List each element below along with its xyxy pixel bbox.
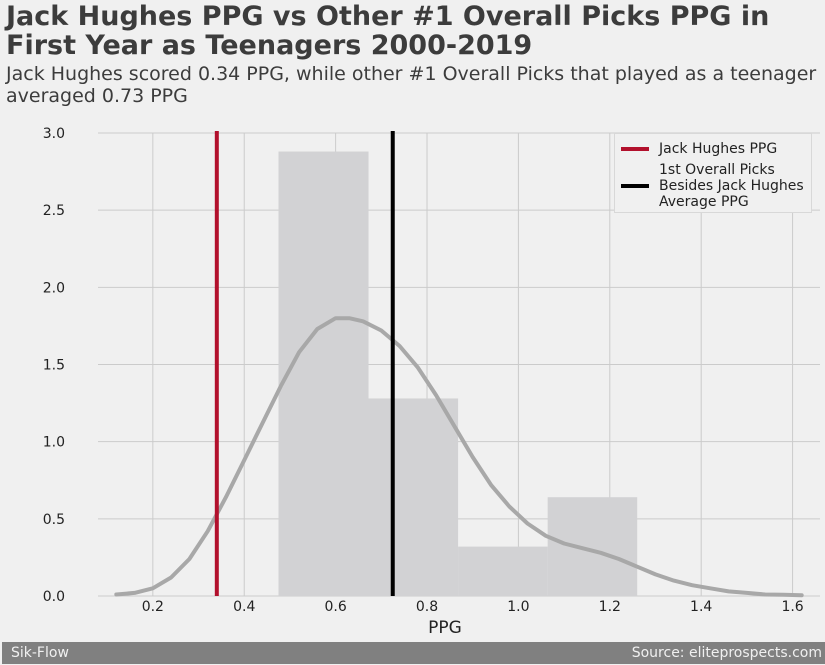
footer-bar: Sik-Flow Source: eliteprospects.com xyxy=(2,642,825,664)
footer-author: Sik-Flow xyxy=(11,645,69,661)
x-tick-label: 1.6 xyxy=(781,599,803,615)
legend-item-hughes: Jack Hughes PPG xyxy=(621,141,777,157)
legend-item-average: 1st Overall Picks Besides Jack Hughes Av… xyxy=(621,162,804,210)
y-tick-label: 1.0 xyxy=(43,435,65,451)
y-tick-label: 0.0 xyxy=(43,589,65,605)
histogram-bar xyxy=(458,546,548,596)
y-tick-label: 2.0 xyxy=(43,280,65,296)
chart-subtitle: Jack Hughes scored 0.34 PPG, while other… xyxy=(6,63,817,107)
y-tick-label: 2.5 xyxy=(43,203,65,219)
legend-label-average: 1st Overall Picks Besides Jack Hughes Av… xyxy=(659,162,804,210)
kde-curve xyxy=(114,316,804,598)
chart-title: Jack Hughes PPG vs Other #1 Overall Pick… xyxy=(6,1,770,61)
legend: Jack Hughes PPG 1st Overall Picks Beside… xyxy=(614,133,812,213)
x-tick-label: 1.0 xyxy=(507,599,529,615)
legend-swatch-average xyxy=(621,184,649,188)
chart-svg: 0.0 0.5 1.0 1.5 2.0 2.5 3.0 0.2 0.4 0.6 0.8 1.0 1.2 1… xyxy=(43,126,820,638)
x-tick-label: 0.2 xyxy=(142,599,164,615)
histogram-bar xyxy=(368,398,459,596)
x-tick-label: 1.4 xyxy=(690,599,712,615)
x-tick-label: 1.2 xyxy=(599,599,621,615)
y-tick-label: 1.5 xyxy=(43,358,65,374)
legend-swatch-hughes xyxy=(621,147,649,151)
histogram-bar xyxy=(547,497,638,596)
x-tick-label: 0.6 xyxy=(324,599,346,615)
histogram-bar xyxy=(278,151,369,596)
legend-label-hughes: Jack Hughes PPG xyxy=(659,141,778,157)
x-tick-label: 0.4 xyxy=(233,599,255,615)
x-axis-label: PPG xyxy=(428,618,462,638)
x-tick-label: 0.8 xyxy=(416,599,438,615)
footer-source: Source: eliteprospects.com xyxy=(631,645,822,661)
y-tick-label: 0.5 xyxy=(43,512,65,528)
y-tick-label: 3.0 xyxy=(43,126,65,142)
